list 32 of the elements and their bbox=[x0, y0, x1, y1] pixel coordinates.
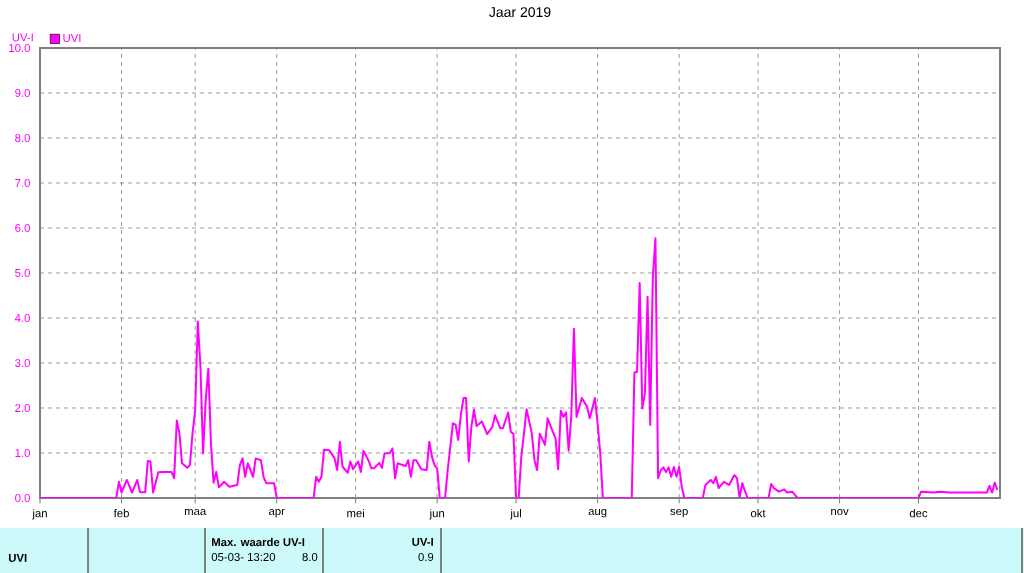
y-tick-label: 9.0 bbox=[15, 88, 30, 97]
y-tick-label: 3.0 bbox=[15, 358, 30, 367]
text: 0.9 bbox=[418, 552, 434, 561]
y-tick-label: 0.0 bbox=[15, 493, 30, 502]
text: Max. waarde UV-I bbox=[212, 537, 305, 547]
x-tick-label: maa bbox=[184, 508, 207, 516]
x-tick-label: okt bbox=[750, 508, 766, 518]
x-tick-label: jul bbox=[510, 508, 521, 520]
text: 05-03- 13:20 bbox=[211, 552, 276, 561]
y-tick-label: 1.0 bbox=[15, 448, 30, 457]
legend-label: UVI bbox=[63, 34, 81, 43]
text: 8.0 bbox=[302, 552, 318, 561]
y-tick-label: 10.0 bbox=[9, 43, 30, 52]
y-tick-label: 7.0 bbox=[15, 178, 30, 187]
x-tick-label: jan bbox=[32, 508, 47, 520]
y-tick-label: 5.0 bbox=[15, 268, 30, 277]
x-tick-label: feb bbox=[113, 508, 129, 518]
chart-title: Jaar 2019 bbox=[489, 7, 551, 18]
x-tick-label: aug bbox=[588, 508, 607, 518]
y-tick-label: 4.0 bbox=[14, 313, 30, 322]
x-tick-label: jun bbox=[429, 508, 444, 520]
y-tick-label: 2.0 bbox=[15, 403, 30, 412]
y-tick-label: 6.0 bbox=[15, 223, 30, 232]
x-tick-label: dec bbox=[909, 508, 928, 518]
x-tick-label: sep bbox=[670, 508, 688, 518]
text: UVI bbox=[8, 554, 27, 562]
x-tick-label: nov bbox=[831, 508, 849, 516]
y-tick-label: 8.0 bbox=[15, 133, 30, 142]
text: UV-I bbox=[412, 538, 433, 546]
x-tick-label: mei bbox=[347, 508, 364, 518]
y-axis-title: UV-I bbox=[12, 33, 33, 42]
x-tick-label: apr bbox=[269, 508, 285, 518]
